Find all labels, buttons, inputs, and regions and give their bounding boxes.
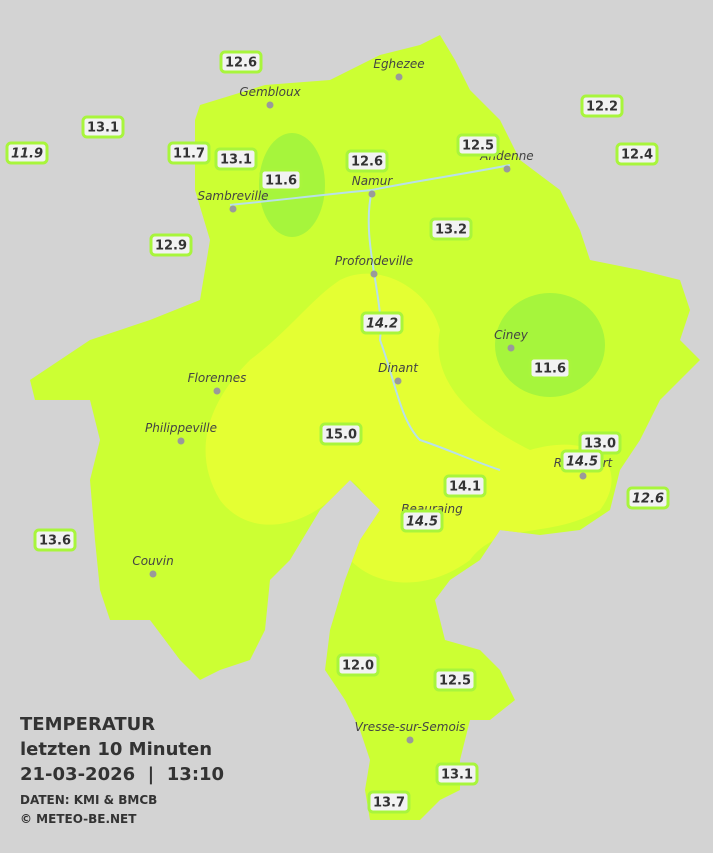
place-marker	[406, 736, 414, 744]
station-value: 13.7	[373, 796, 405, 811]
place-name: Philippeville	[145, 421, 217, 435]
station-box	[528, 356, 572, 380]
place-marker	[149, 570, 157, 578]
subtitle: letzten 10 Minuten	[20, 739, 212, 760]
place-name: Dinant	[378, 361, 419, 375]
station-box	[400, 509, 444, 533]
station-value: 12.5	[462, 139, 494, 154]
station-box	[360, 311, 404, 335]
station-box	[626, 486, 670, 510]
place-marker	[229, 205, 237, 213]
station-box	[5, 141, 49, 165]
station-value: 13.1	[87, 121, 119, 136]
river	[229, 164, 511, 206]
station-box	[580, 94, 624, 118]
place-marker	[370, 270, 378, 278]
station-box	[219, 50, 263, 74]
station-value: 13.0	[584, 437, 616, 452]
zone-14	[205, 273, 612, 583]
station-box	[615, 142, 659, 166]
station-box	[433, 668, 477, 692]
station-box	[259, 168, 303, 192]
place-marker	[177, 437, 185, 445]
station-value: 13.1	[441, 768, 473, 783]
station-value: 12.9	[155, 239, 187, 254]
place-name: Vresse-sur-Semois	[355, 720, 466, 734]
place-name: Profondeville	[335, 254, 413, 268]
place-marker	[579, 472, 587, 480]
station-box	[33, 528, 77, 552]
station-box	[149, 233, 193, 257]
source: DATEN: KMI & BMCB	[20, 793, 157, 807]
copyright: © METEO-BE.NET	[20, 812, 137, 826]
river	[367, 189, 501, 471]
place-marker	[507, 344, 515, 352]
station-value: 11.6	[265, 174, 297, 189]
place-marker	[394, 377, 402, 385]
station-box	[435, 762, 479, 786]
place-marker	[503, 165, 511, 173]
place-marker	[368, 190, 376, 198]
place-name: Namur	[352, 174, 394, 188]
place-name: Ciney	[494, 328, 529, 342]
station-box	[367, 790, 411, 814]
place-name: Sambreville	[197, 189, 268, 203]
timestamp: 21-03-2026 | 13:10	[20, 764, 224, 785]
station-value: 14.5	[566, 455, 598, 470]
station-value: 12.4	[621, 148, 653, 163]
station-box	[336, 653, 380, 677]
title: TEMPERATUR	[20, 714, 155, 735]
place-marker	[213, 387, 221, 395]
station-box	[167, 141, 211, 165]
place-name: Couvin	[132, 554, 173, 568]
station-value: 12.2	[586, 100, 618, 115]
place-marker	[395, 73, 403, 81]
station-value: 12.0	[342, 659, 374, 674]
station-value: 14.1	[449, 480, 481, 495]
station-box	[560, 449, 604, 473]
station-box	[319, 422, 363, 446]
station-box	[456, 133, 500, 157]
station-box	[345, 149, 389, 173]
station-box	[443, 474, 487, 498]
station-box	[214, 147, 258, 171]
place-marker	[266, 101, 274, 109]
place-name: Eghezee	[373, 57, 424, 71]
station-value: 12.6	[632, 492, 664, 507]
station-value: 12.6	[225, 56, 257, 71]
station-value: 12.5	[439, 674, 471, 689]
place-name: Florennes	[188, 371, 247, 385]
station-value: 11.6	[534, 362, 566, 377]
station-value: 14.5	[406, 515, 438, 530]
station-box	[81, 115, 125, 139]
station-value: 11.9	[11, 147, 43, 162]
station-value: 11.7	[173, 147, 205, 162]
station-box	[429, 217, 473, 241]
zone-11	[495, 293, 605, 397]
station-value: 13.2	[435, 223, 467, 238]
station-value: 15.0	[325, 428, 357, 443]
station-value: 14.2	[366, 317, 398, 332]
station-value: 13.6	[39, 534, 71, 549]
station-value: 13.1	[220, 153, 252, 168]
place-name: Gembloux	[239, 85, 301, 99]
station-value: 12.6	[351, 155, 383, 170]
